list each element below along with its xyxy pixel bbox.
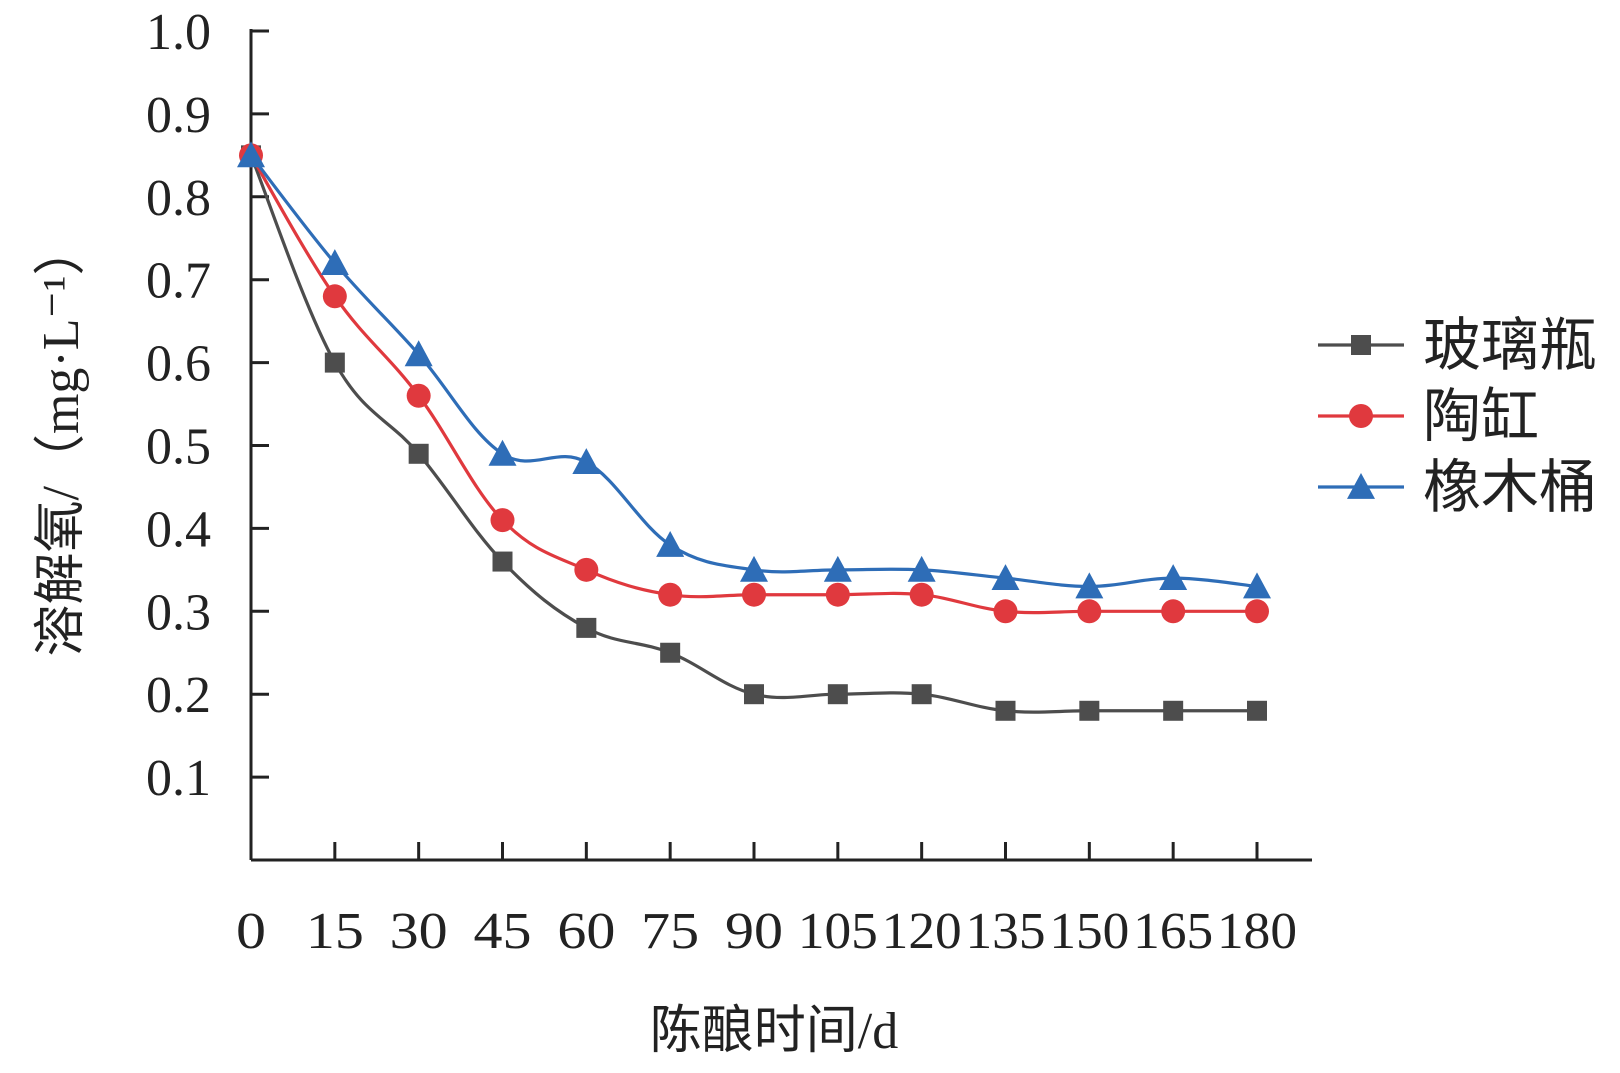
data-point: [660, 642, 681, 663]
y-tick-label: 0.5: [146, 419, 211, 476]
data-point: [492, 551, 513, 572]
data-point: [740, 555, 768, 582]
data-point: [1159, 564, 1188, 591]
x-ticks: 0 15 30 45 60 75 90 105 120 135 150 165 180: [236, 842, 1297, 960]
series-line: [249, 154, 1257, 714]
y-tick-label: 0.7: [146, 253, 211, 310]
data-point: [574, 557, 599, 582]
y-tick-label: 0.2: [146, 667, 211, 724]
data-point: [1075, 572, 1104, 599]
x-tick-label: 105: [798, 903, 878, 960]
data-point: [656, 530, 685, 557]
y-tick-label: 0.1: [146, 750, 211, 807]
data-point: [825, 582, 850, 607]
y-tick-label: 0.9: [146, 87, 211, 144]
x-tick-label: 75: [641, 903, 699, 960]
data-point: [1245, 599, 1269, 624]
x-tick-label: 30: [390, 903, 448, 960]
legend-item: 橡木桶: [1318, 455, 1597, 520]
data-point: [324, 352, 345, 373]
y-tick-label: 0.8: [146, 170, 211, 227]
data-point: [742, 582, 766, 607]
data-point: [404, 340, 433, 367]
data-point: [576, 617, 597, 638]
data-point: [1243, 572, 1271, 599]
data-point: [907, 555, 936, 582]
legend-label: 玻璃瓶: [1423, 313, 1597, 378]
x-axis-title: 陈酿时间/d: [650, 1003, 898, 1060]
data-point: [909, 582, 934, 607]
legend-item: 玻璃瓶: [1318, 313, 1597, 378]
data-point: [1079, 700, 1100, 721]
data-point: [911, 684, 932, 705]
legend-marker: [1349, 404, 1373, 428]
series-line: [249, 154, 1258, 589]
x-tick-label: 120: [882, 903, 962, 960]
y-tick-label: 0.3: [146, 584, 211, 641]
data-point: [744, 684, 764, 705]
data-point: [572, 448, 601, 474]
data-point: [1247, 700, 1267, 721]
x-tick-label: 135: [966, 903, 1046, 960]
data-point: [991, 564, 1020, 591]
x-tick-label: 90: [725, 903, 783, 960]
legend-label: 橡木桶: [1423, 455, 1597, 520]
y-axis-title: 溶解氧/（mg·L⁻¹）: [33, 223, 90, 656]
data-point: [823, 555, 852, 582]
legend-item: 陶缸: [1318, 384, 1539, 449]
data-point: [1161, 599, 1186, 624]
data-point: [658, 582, 683, 607]
data-point: [490, 508, 515, 533]
data-point: [237, 141, 265, 168]
x-tick-label: 60: [557, 903, 615, 960]
series-group: [237, 141, 1271, 721]
y-tick-label: 0.4: [146, 501, 211, 558]
data-point: [406, 383, 431, 408]
x-tick-label: 45: [474, 903, 532, 960]
data-point: [993, 599, 1018, 624]
data-point: [1077, 599, 1102, 624]
data-point: [995, 700, 1016, 721]
data-point: [488, 439, 517, 466]
x-tick-label: 0: [236, 903, 266, 960]
y-tick-label: 0.6: [146, 336, 211, 393]
data-point: [827, 684, 848, 705]
legend-label: 陶缸: [1423, 384, 1539, 449]
series-square: [241, 145, 1267, 721]
x-tick-label: 180: [1217, 903, 1297, 960]
x-tick-label: 150: [1049, 903, 1129, 960]
data-point: [320, 249, 349, 276]
y-ticks: 0.1 0.2 0.3 0.4 0.5 0.6 0.7 0.8 0.9 1.0: [146, 4, 269, 807]
legend-marker: [1351, 335, 1371, 355]
y-tick-label: 1.0: [146, 4, 211, 61]
x-tick-label: 165: [1133, 903, 1213, 960]
series-triangle: [237, 141, 1271, 599]
data-point: [322, 284, 347, 309]
series-line: [249, 154, 1258, 615]
series-circle: [239, 143, 1269, 624]
x-tick-label: 15: [306, 903, 364, 960]
legend-marker: [1347, 473, 1375, 499]
data-point: [408, 443, 429, 464]
data-point: [1163, 700, 1184, 721]
